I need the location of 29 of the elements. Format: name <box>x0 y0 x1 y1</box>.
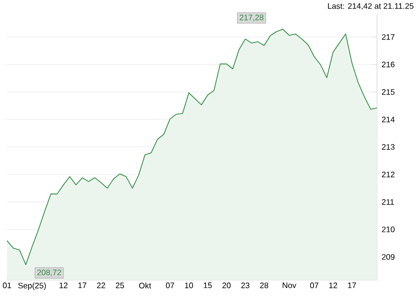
x-tick-label: Sep(25) <box>18 282 46 290</box>
x-tick-label: Nov <box>282 282 296 288</box>
x-tick-label: 28 <box>260 282 268 288</box>
y-tick-label: 215 <box>382 89 395 95</box>
y-tick-label: 214 <box>382 116 395 122</box>
y-tick-label: 209 <box>382 254 394 260</box>
x-tick-label: 17 <box>348 282 356 288</box>
y-tick-label: 216 <box>382 62 395 68</box>
x-tick-label: 01 <box>2 282 12 288</box>
x-tick-label: 25 <box>116 282 124 288</box>
x-tick-label: 12 <box>60 282 68 288</box>
x-tick-label: 10 <box>185 282 194 288</box>
x-tick-label: 23 <box>241 282 250 288</box>
y-tick-label: 213 <box>382 144 395 150</box>
y-tick-label: 212 <box>382 172 394 178</box>
text: Last: 214,42 at 21.11.25 <box>328 3 414 10</box>
x-tick-label: 22 <box>97 282 106 288</box>
annotation: 208,72 <box>37 270 62 276</box>
x-tick-label: 17 <box>78 282 86 288</box>
x-tick-label: 07 <box>310 282 318 288</box>
x-tick-label: 15 <box>204 282 212 288</box>
annotation: 217,28 <box>240 14 264 22</box>
x-tick-label: 12 <box>329 282 338 288</box>
y-tick-label: 211 <box>382 199 394 205</box>
y-tick-label: 210 <box>382 226 395 232</box>
y-tick-label: 217 <box>382 34 394 40</box>
x-tick-label: 07 <box>166 282 174 288</box>
x-tick-label: 20 <box>222 282 231 288</box>
x-tick-label: Okt <box>139 282 152 288</box>
